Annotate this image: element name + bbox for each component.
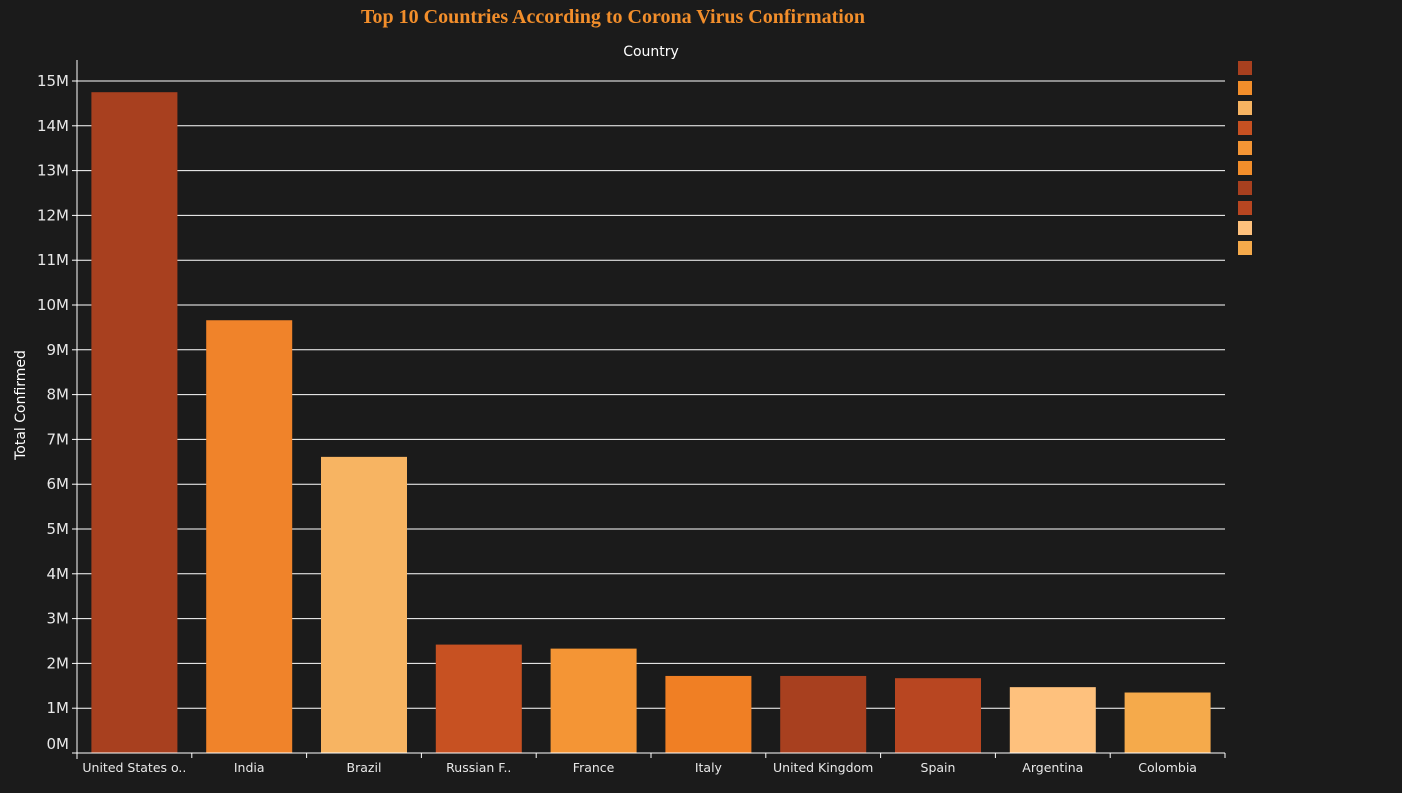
y-tick-label: 15M — [37, 72, 69, 90]
y-axis-title: Total Confirmed — [13, 350, 29, 461]
bar[interactable] — [1009, 687, 1096, 753]
y-tick-label: 11M — [37, 251, 69, 269]
y-tick-label: 13M — [37, 162, 69, 180]
bar[interactable] — [435, 644, 522, 753]
y-tick-label: 3M — [47, 610, 70, 628]
legend — [1238, 61, 1252, 255]
x-tick-labels: United States o.. India Brazil Russian F.. F… — [82, 760, 1197, 775]
y-tick-label: 0M — [47, 735, 70, 753]
y-tick-label: 9M — [47, 341, 70, 359]
legend-swatch — [1238, 141, 1252, 155]
bar[interactable] — [321, 456, 407, 753]
legend-swatch — [1238, 161, 1252, 175]
x-tick-label: Spain — [921, 760, 956, 775]
bar[interactable] — [665, 675, 752, 753]
bars — [91, 92, 1211, 753]
y-tick-label: 2M — [47, 654, 70, 672]
bar[interactable] — [780, 675, 867, 753]
y-tick-labels: 0M 1M 2M 3M 4M 5M 6M 7M 8M 9M 10M 11M 12M 13M 14M 15M — [37, 72, 69, 753]
x-tick-label: United States o.. — [82, 760, 186, 775]
legend-swatch — [1238, 101, 1252, 115]
x-axis-title: Country — [623, 44, 679, 60]
y-tick-label: 12M — [37, 206, 69, 224]
legend-swatch — [1238, 121, 1252, 135]
x-tick-label: Brazil — [347, 760, 382, 775]
y-tick-label: 1M — [47, 699, 70, 717]
chart-title: Top 10 Countries According to Corona Vir… — [361, 6, 865, 28]
y-tick-label: 8M — [47, 386, 70, 404]
axes — [76, 60, 1226, 759]
x-tick-label: India — [234, 760, 265, 775]
x-tick-label: Argentina — [1022, 760, 1083, 775]
x-tick-label: United Kingdom — [773, 760, 873, 775]
y-tick-label: 5M — [47, 520, 70, 538]
y-tick-label: 6M — [47, 475, 70, 493]
bar[interactable] — [91, 92, 178, 753]
legend-swatch — [1238, 181, 1252, 195]
y-tick-label: 10M — [37, 296, 69, 314]
legend-swatch — [1238, 241, 1252, 255]
legend-swatch — [1238, 201, 1252, 215]
y-tick-label: 7M — [47, 430, 70, 448]
x-tick-label: Colombia — [1138, 760, 1197, 775]
bar[interactable] — [1124, 692, 1211, 753]
legend-swatch — [1238, 221, 1252, 235]
bar[interactable] — [550, 648, 637, 753]
bar[interactable] — [206, 320, 293, 753]
legend-swatch — [1238, 61, 1252, 75]
legend-swatch — [1238, 81, 1252, 95]
bar[interactable] — [895, 678, 981, 753]
x-tick-label: France — [573, 760, 615, 775]
y-tick-label: 4M — [47, 565, 70, 583]
y-tick-label: 14M — [37, 117, 69, 135]
x-tick-label: Italy — [695, 760, 723, 775]
x-tick-label: Russian F.. — [446, 760, 511, 775]
